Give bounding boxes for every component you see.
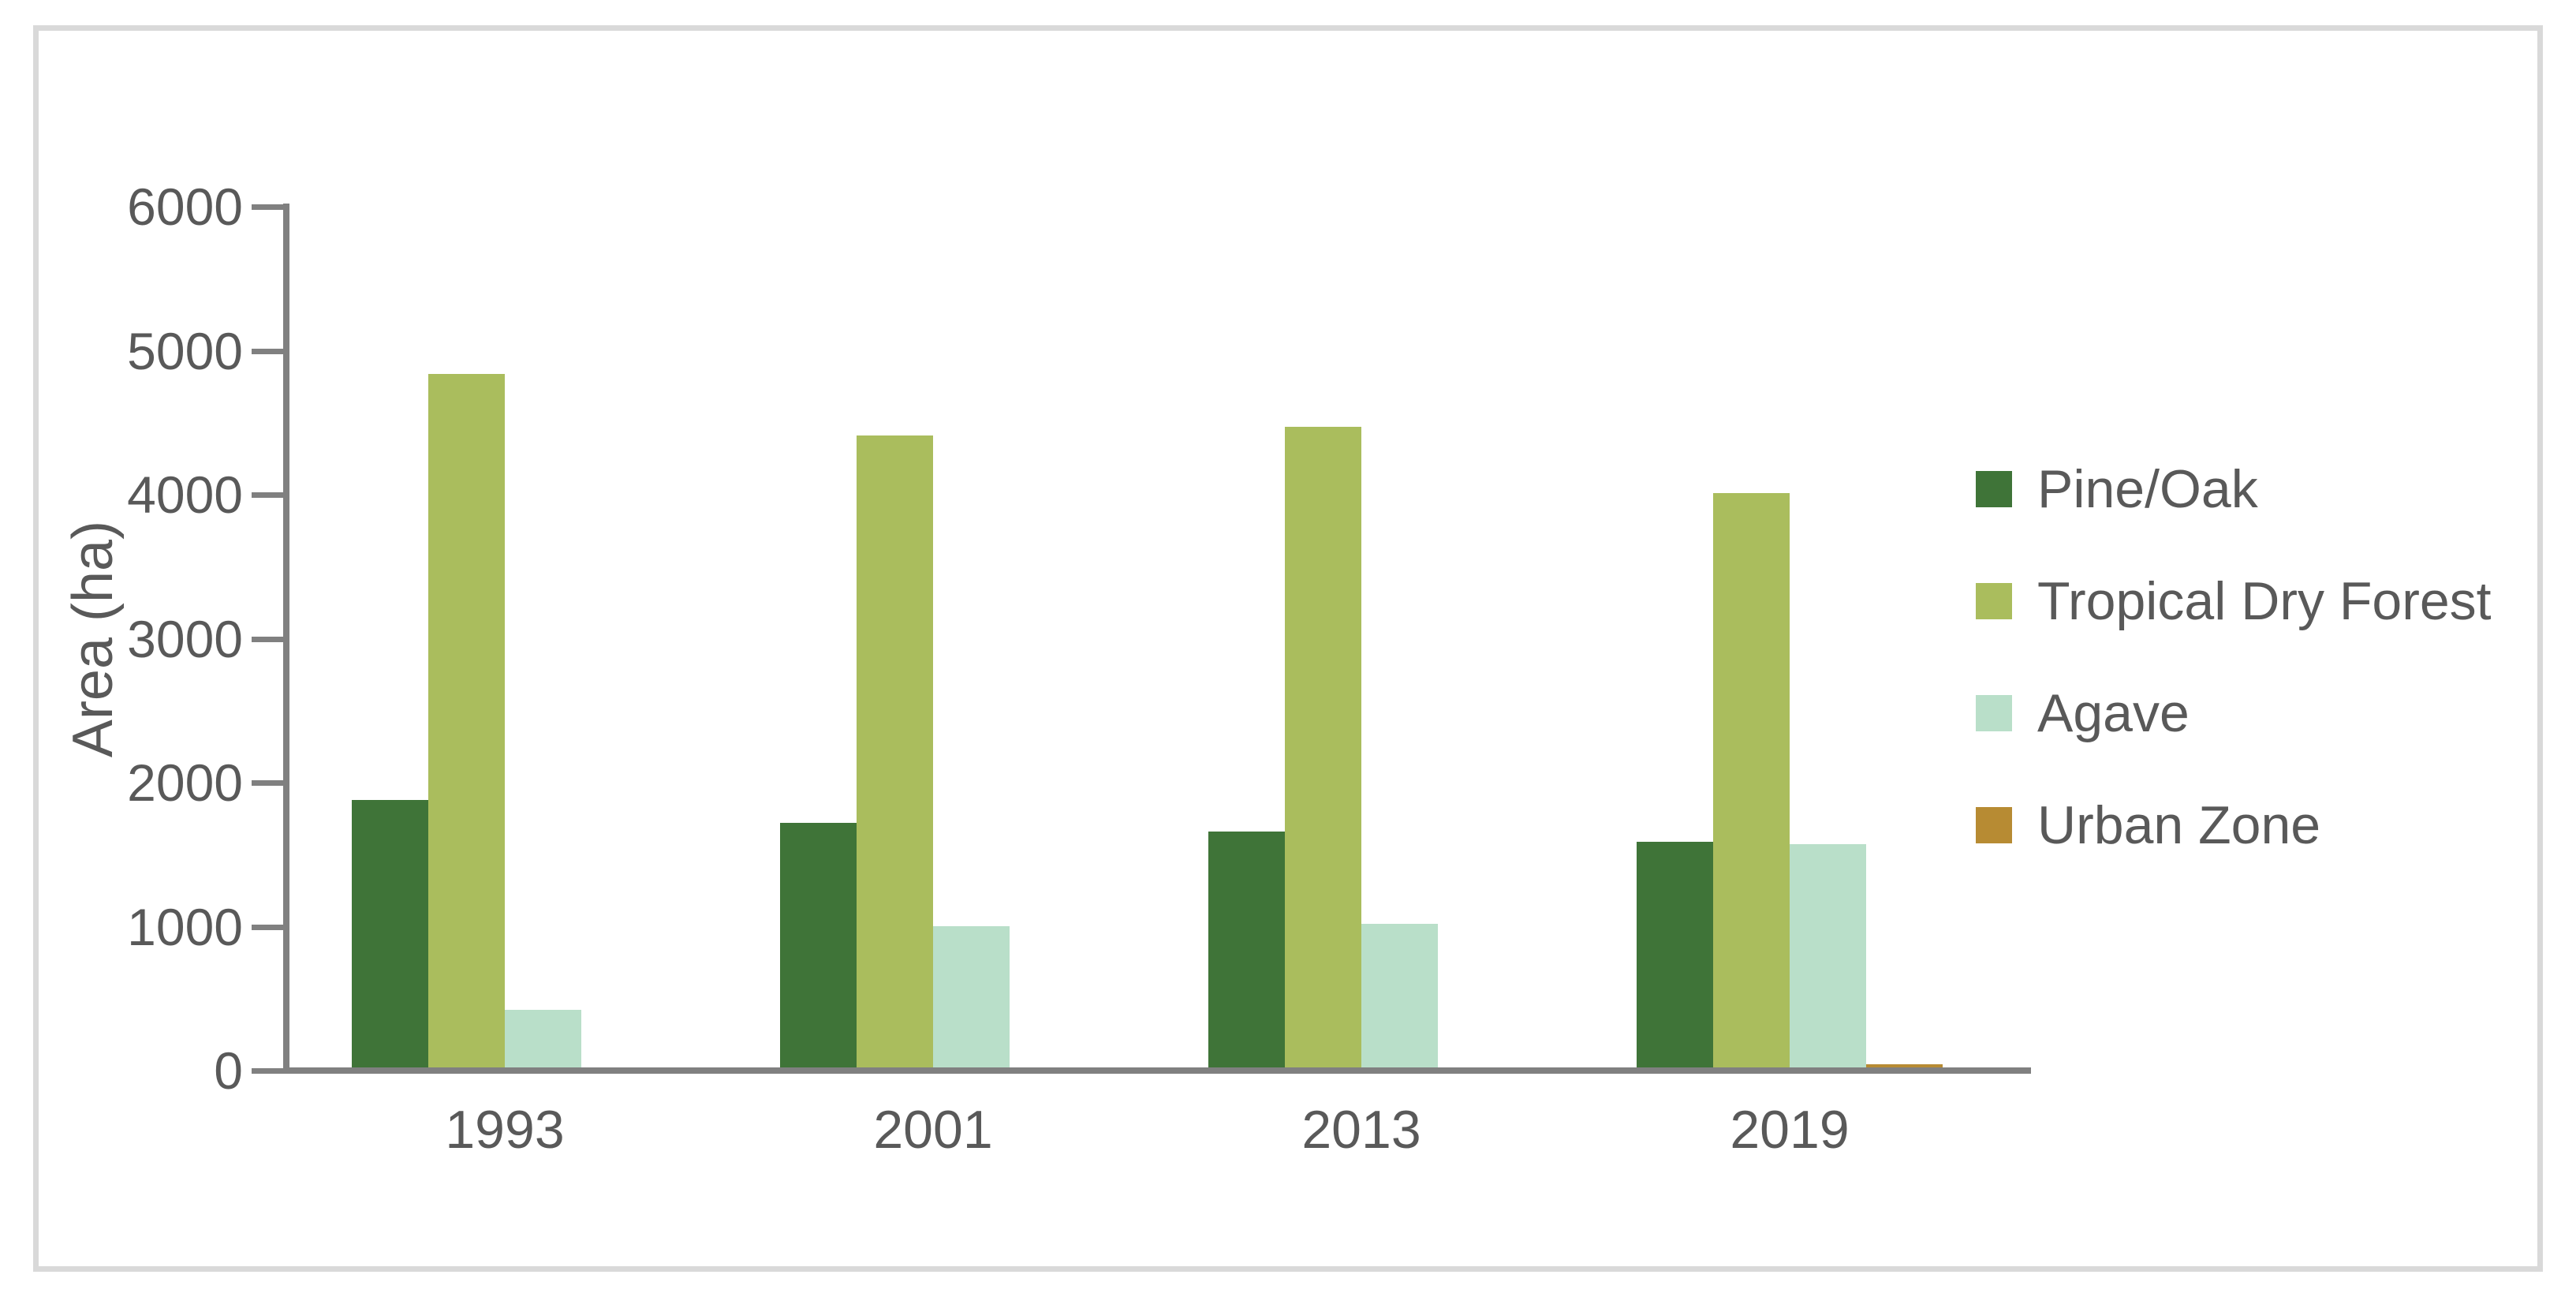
y-tick-label-6000: 6000 [127, 178, 243, 236]
legend-swatch-agave [1976, 695, 2012, 731]
bar-tropical-dry-forest-1993 [428, 374, 505, 1071]
bar-agave-1993 [505, 1010, 581, 1071]
legend-label-urban-zone: Urban Zone [2037, 795, 2321, 855]
y-tick-2000 [252, 780, 286, 786]
x-axis-line [283, 1067, 2031, 1074]
x-tick-label-2001: 2001 [873, 1100, 993, 1160]
y-tick-5000 [252, 349, 286, 354]
bar-tropical-dry-forest-2001 [857, 435, 933, 1071]
bar-pine-oak-2019 [1637, 842, 1713, 1071]
y-tick-label-4000: 4000 [127, 465, 243, 524]
legend: Pine/Oak Tropical Dry Forest Agave Urban Zo… [1976, 432, 2544, 874]
plot-area [286, 207, 2031, 1071]
y-tick-3000 [252, 637, 286, 642]
y-tick-0 [252, 1068, 286, 1074]
x-tick-label-2019: 2019 [1730, 1100, 1850, 1160]
legend-label-tropical-dry-forest: Tropical Dry Forest [2037, 571, 2492, 631]
bar-pine-oak-2001 [780, 823, 857, 1071]
y-tick-4000 [252, 492, 286, 498]
legend-label-pine-oak: Pine/Oak [2037, 459, 2258, 519]
y-axis-line [283, 204, 289, 1074]
y-tick-label-5000: 5000 [127, 322, 243, 380]
x-tick-label-1993: 1993 [445, 1100, 565, 1160]
y-tick-label-2000: 2000 [127, 753, 243, 812]
legend-swatch-tropical-dry-forest [1976, 583, 2012, 619]
y-tick-6000 [252, 204, 286, 210]
y-tick-label-3000: 3000 [127, 610, 243, 668]
y-tick-1000 [252, 925, 286, 930]
bar-tropical-dry-forest-2019 [1713, 493, 1790, 1071]
bar-agave-2013 [1361, 924, 1438, 1071]
x-tick-label-2013: 2013 [1301, 1100, 1421, 1160]
legend-swatch-pine-oak [1976, 471, 2012, 507]
bar-agave-2001 [933, 926, 1010, 1071]
bar-agave-2019 [1790, 844, 1866, 1071]
y-tick-label-1000: 1000 [127, 898, 243, 956]
legend-label-agave: Agave [2037, 683, 2190, 743]
bar-pine-oak-2013 [1208, 832, 1285, 1071]
legend-swatch-urban-zone [1976, 807, 2012, 843]
bar-pine-oak-1993 [352, 800, 428, 1071]
y-tick-label-0: 0 [214, 1041, 243, 1100]
bar-tropical-dry-forest-2013 [1285, 427, 1361, 1071]
